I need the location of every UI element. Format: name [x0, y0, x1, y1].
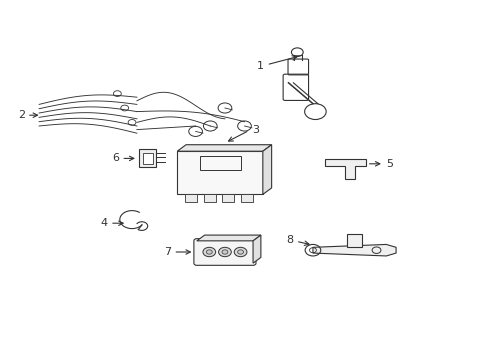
Bar — [199, 156, 240, 170]
Bar — [240, 194, 253, 202]
FancyBboxPatch shape — [193, 239, 256, 265]
Circle shape — [222, 250, 227, 254]
Text: 8: 8 — [285, 235, 293, 246]
Polygon shape — [177, 145, 271, 151]
Text: 4: 4 — [100, 218, 107, 228]
Text: 1: 1 — [257, 60, 264, 71]
Bar — [177, 151, 263, 194]
Polygon shape — [346, 234, 361, 247]
Bar — [203, 194, 216, 202]
Circle shape — [234, 247, 246, 257]
Text: 5: 5 — [386, 159, 392, 169]
Bar — [222, 194, 234, 202]
Polygon shape — [325, 159, 365, 179]
Text: 6: 6 — [112, 153, 119, 163]
Polygon shape — [312, 244, 395, 256]
Polygon shape — [253, 235, 261, 263]
Circle shape — [203, 247, 215, 257]
Text: 3: 3 — [251, 125, 258, 135]
Text: 2: 2 — [18, 110, 25, 120]
Bar — [185, 194, 197, 202]
Text: 7: 7 — [163, 247, 171, 257]
Circle shape — [218, 247, 231, 257]
Circle shape — [237, 250, 243, 254]
Polygon shape — [196, 235, 261, 241]
Polygon shape — [263, 145, 271, 194]
Bar — [143, 153, 153, 164]
Bar — [139, 149, 156, 167]
Circle shape — [206, 250, 212, 254]
